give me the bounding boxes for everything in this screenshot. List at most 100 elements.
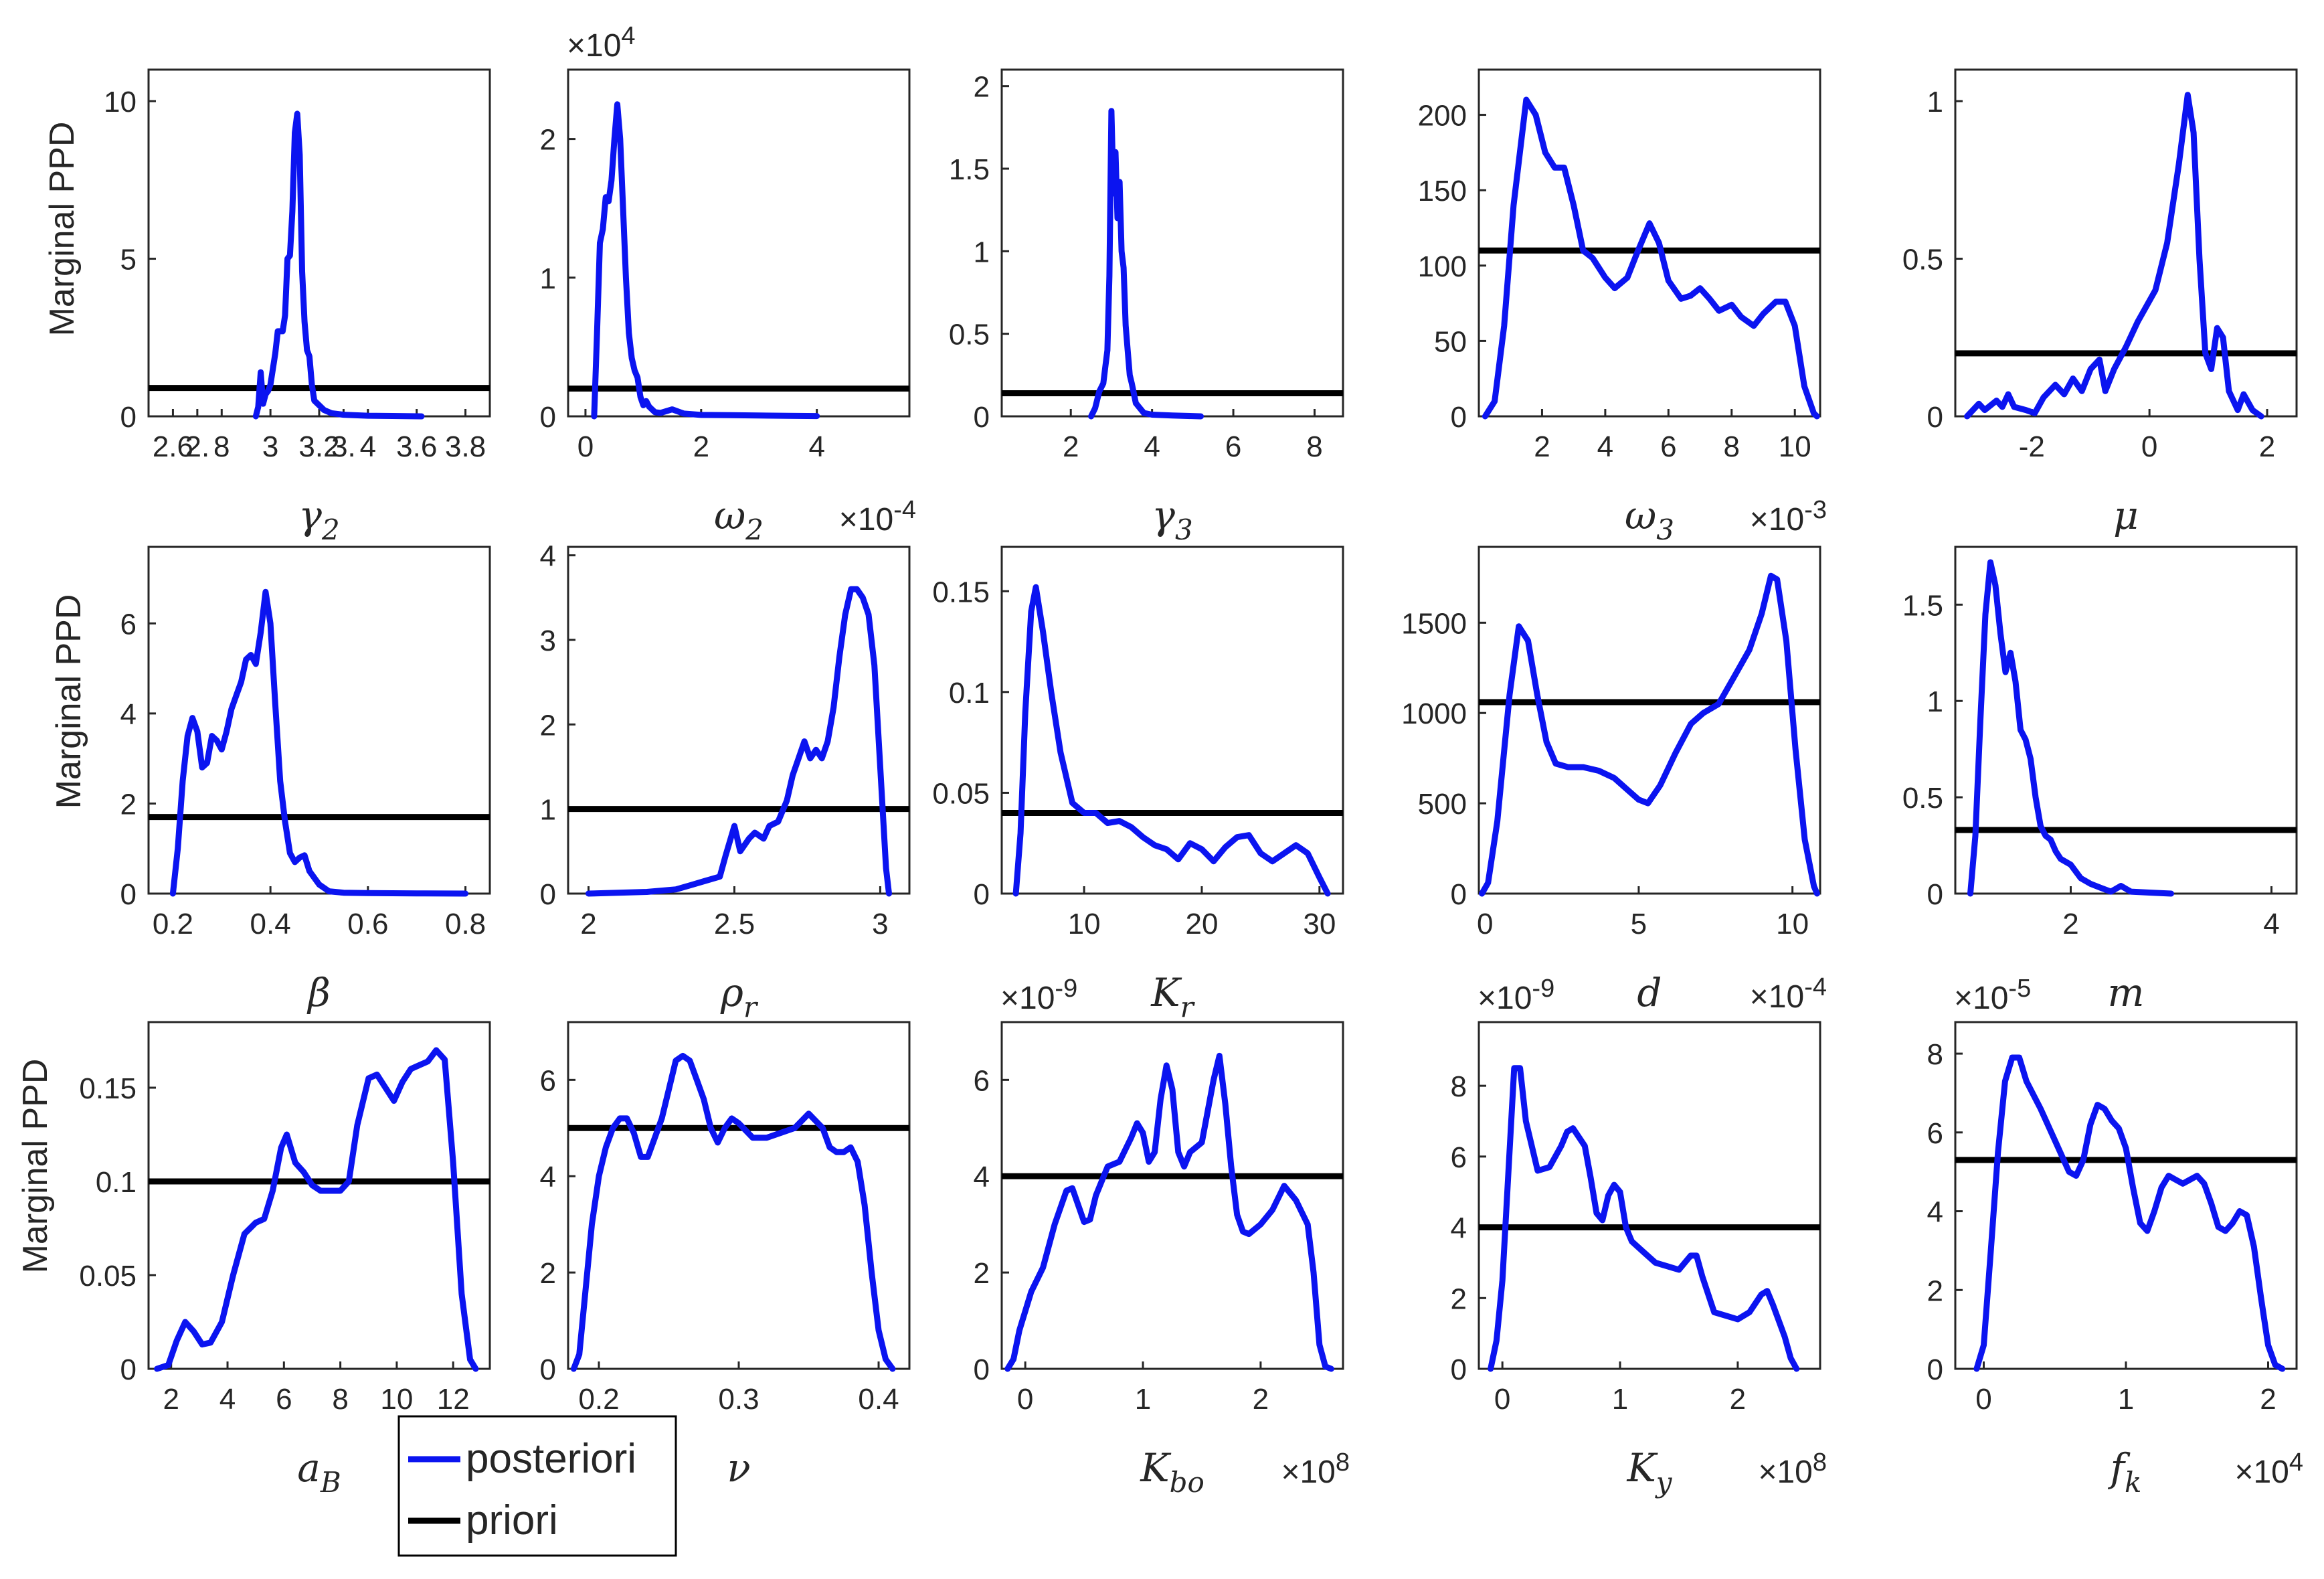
x-axis-label: ν [727,1445,750,1491]
y-tick-label: 0 [1451,401,1467,434]
posterior-curve [154,1047,479,1372]
y-tick-label: 1 [974,236,990,268]
x-exponent-label: ×10-4 [839,496,916,537]
x-tick-label: 8 [213,430,230,463]
subplot-14: 0 1 2 0 2 4 6 8 Ky ×108 ×10-9 [1451,975,1827,1499]
y-tick-label: 4 [540,540,556,573]
x-tick-label: 4 [219,1383,236,1416]
x-tick-label: 3.8 [445,430,486,463]
y-tick-label: 0.5 [949,319,990,351]
y-tick-label: 0 [974,401,990,434]
y-tick-label: 3 [540,625,556,657]
plot-frame [1478,546,1821,895]
y-tick-label: 6 [540,1064,556,1097]
posterior-curve [1479,572,1820,897]
x-tick-label: 0 [1477,908,1493,940]
x-tick-label: 0.8 [445,908,486,940]
x-tick-label: 3.2 [298,430,339,463]
x-tick-label: 8 [332,1383,348,1416]
plot-frame [1478,1021,1821,1370]
y-tick-label: 1.5 [1902,589,1943,622]
subplot-7: 2 2.5 3 0 1 2 3 4 ρr [540,540,911,1023]
x-tick-label: -2 [2019,430,2045,463]
x-tick-label: 3.6 [396,430,437,463]
y-tick-label: 500 [1418,788,1467,821]
x-tick-label: 3 [262,430,278,463]
x-tick-label: 0.6 [347,908,388,940]
y-tick-label: 0.5 [1902,782,1943,815]
row-1-ylabel: Marginal PPD [43,122,82,337]
x-tick-label: 0 [577,430,594,463]
x-exponent-label: ×10-3 [1750,496,1827,537]
x-axis-label: d [1637,970,1662,1015]
y-tick-label: 0 [120,878,137,911]
posterior-curve [1482,96,1820,420]
y-tick-label: 4 [540,1161,556,1193]
x-tick-label: 5 [1631,908,1647,940]
y-tick-label: 0 [1927,1353,1943,1386]
posterior-curve [570,1052,896,1372]
subplot-9: 0 5 10 0 500 1000 1500 d ×10-4 [1401,546,1827,1015]
row-2-ylabel: Marginal PPD [50,594,88,809]
legend: posteriori priori [397,1415,677,1557]
plot-frame [1000,1021,1344,1370]
x-exponent-label: ×108 [1281,1448,1350,1490]
x-tick-label: 2 [693,430,709,463]
subplot-12: 0.2 0.3 0.4 0 2 4 6 ν [540,1021,911,1491]
y-tick-label: 0.1 [949,677,990,710]
y-tick-label: 2 [974,1257,990,1290]
x-tick-label: 0 [2141,430,2157,463]
legend-box [397,1415,677,1557]
posterior-curve [169,588,469,897]
plot-frame [147,1021,491,1370]
plot-frame [1954,546,2298,895]
x-tick-label: 0.2 [578,1383,619,1416]
x-tick-label: 1 [1612,1383,1628,1416]
posterior-curve [252,110,425,420]
posterior-curve [1004,1052,1334,1372]
x-tick-label: 20 [1185,908,1218,940]
y-tick-label: 8 [1927,1038,1943,1071]
x-tick-label: 0 [1975,1383,1991,1416]
subplot-8: 10 20 30 0 0.05 0.1 0.15 Kr [932,546,1344,1023]
y-tick-label: 5 [120,244,137,276]
y-tick-label: 0 [540,878,556,911]
plot-frame [147,546,491,895]
y-tick-label: 6 [1451,1141,1467,1174]
x-tick-label: 10 [1776,908,1809,940]
x-tick-label: 10 [380,1383,413,1416]
x-axis-label: Kr [1150,970,1195,1023]
subplot-13: 0 1 2 0 2 4 6 Kbo ×108 ×10-9 [974,975,1350,1499]
y-tick-label: 4 [1927,1196,1943,1229]
y-tick-label: 1 [540,794,556,827]
y-tick-label: 0.1 [96,1166,137,1199]
y-tick-label: 0 [1927,878,1943,911]
y-tick-label: 0 [974,1353,990,1386]
x-tick-label: 12 [437,1383,470,1416]
y-tick-label: 8 [1451,1070,1467,1103]
x-tick-label: 2. [185,430,210,463]
x-tick-label: 2 [1730,1383,1746,1416]
x-axis-label: γ2 [298,493,339,546]
x-tick-label: 3. [331,430,356,463]
y-tick-label: 6 [120,608,137,641]
posterior-curve [1964,92,2264,420]
y-tick-label: 0 [120,1353,137,1386]
x-tick-label: 0 [1017,1383,1033,1416]
x-tick-label: 4 [1597,430,1613,463]
plot-frame [1954,68,2298,418]
y-exponent-label: ×10-5 [1954,975,2031,1016]
x-exponent-label: ×108 [1758,1448,1827,1490]
y-exponent-label: ×104 [567,22,636,64]
x-axis-label: Kbo [1140,1445,1204,1499]
x-tick-label: 1 [1135,1383,1151,1416]
legend-prior-label: priori [466,1497,558,1544]
x-tick-label: 2 [163,1383,179,1416]
y-tick-label: 4 [974,1161,990,1193]
x-tick-label: 2 [2062,908,2078,940]
y-tick-label: 150 [1418,175,1467,207]
x-axis-label: m [2108,970,2145,1015]
subplot-3: 2 4 6 8 0 0.5 1 1.5 2 γ3 [949,68,1344,546]
